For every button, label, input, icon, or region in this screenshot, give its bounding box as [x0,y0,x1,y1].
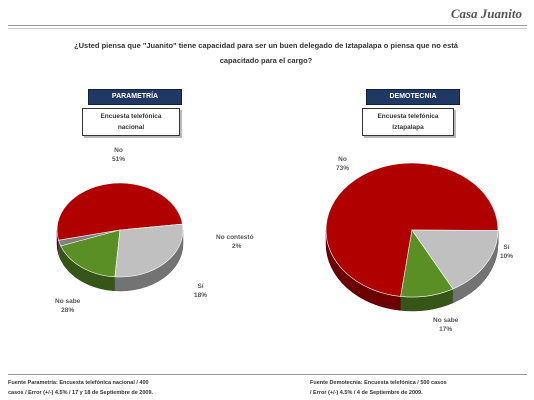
pie-slice-0-2 [60,229,121,278]
survey-line-1: Encuesta telefónica [100,113,162,120]
header-divider [8,25,527,26]
source-line-2: casos / Error (+/-) 4.5% / 17 y 18 de Se… [8,390,154,396]
slice-label-no-sabe-demotecnia: No sabe 17% [433,316,458,334]
slice-label-si-parametria: Sí 18% [194,282,207,300]
slice-label-value: 17% [439,326,453,333]
survey-question: ¿Usted piensa que "Juanito" tiene capaci… [36,38,496,68]
footer-divider [8,374,527,375]
slice-label-value: 18% [194,292,208,299]
slice-label-value: 51% [112,156,126,163]
pie-group-1 [325,162,499,312]
pie-slice-0-0 [56,182,183,241]
source-line-2: / Error (+/-) 4.5% / 4 de Septiembre de … [310,390,423,396]
slice-label-value: 2% [232,243,242,250]
survey-line-1: Encuesta telefónica [377,113,439,120]
slice-label-no-sabe-parametria: No sabe 28% [55,297,80,315]
survey-line-2: nacional [117,124,145,131]
slice-label-name: No contestó [216,234,254,241]
slice-label-no-demotecnia: No 73% [336,155,349,173]
slice-label-no-contesto-parametria: No contestó 2% [216,233,254,251]
slice-label-name: No sabe [433,317,459,324]
source-line-1: Fuente Demotecnia: Encuesta telefónica /… [310,380,447,386]
pie-slice-0-3 [114,223,184,278]
source-note-parametria: Fuente Parametría: Encuesta telefónica n… [8,378,153,398]
slice-label-name: No [114,147,123,154]
slice-label-si-demotecnia: Sí 10% [500,243,513,261]
survey-type-box-demotecnia: Encuesta telefónica Iztapalapa [362,108,454,136]
page-header-title: Casa Juanito [450,6,522,21]
slice-label-name: Sí [197,283,204,290]
slice-label-name: No sabe [55,298,81,305]
slice-label-name: Sí [503,244,510,251]
pollster-badge-demotecnia: DEMOTECNIA [366,89,460,105]
slice-label-value: 73% [336,165,350,172]
slice-label-name: No [338,156,347,163]
pollster-badge-parametria: PARAMETRÍA [88,89,182,105]
question-line-1: ¿Usted piensa que "Juanito" tiene capaci… [74,41,458,50]
slice-label-value: 28% [61,307,75,314]
survey-type-box-parametria: Encuesta telefónica nacional [82,108,180,136]
source-note-demotecnia: Fuente Demotecnia: Encuesta telefónica /… [310,378,447,398]
pie-slice-1-2 [411,229,499,290]
source-line-1: Fuente Parametría: Encuesta telefónica n… [8,380,149,386]
slice-label-no-parametria: No 51% [112,146,125,164]
header-divider-secondary [8,28,527,29]
question-line-2: capacitado para el cargo? [219,56,313,65]
slice-label-value: 10% [500,253,514,260]
survey-line-2: Iztapalapa [392,124,424,131]
pie-group-0 [56,182,184,292]
